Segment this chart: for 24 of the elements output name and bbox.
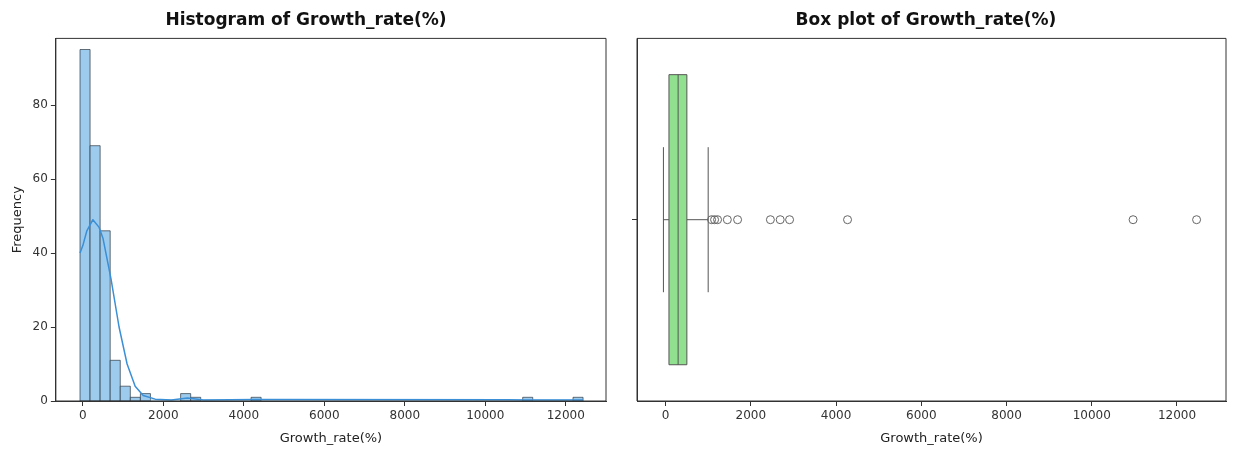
y-axis-title: Frequency <box>9 185 25 254</box>
x-tick-label: 4000 <box>820 408 852 423</box>
y-tick-label: 0 <box>40 393 48 408</box>
y-tick-label: 60 <box>32 171 48 186</box>
y-tick-label: 40 <box>32 245 48 260</box>
chart-title: Histogram of Growth_rate(%) <box>165 8 447 29</box>
x-tick-label: 2000 <box>148 408 179 423</box>
x-tick-label: 4000 <box>228 408 260 423</box>
x-tick-label: 6000 <box>906 408 937 423</box>
x-axis-title: Growth_rate(%) <box>880 429 983 445</box>
x-tick-label: 8000 <box>389 408 421 423</box>
y-tick-label: 80 <box>32 97 48 112</box>
x-tick-label: 10000 <box>466 408 505 423</box>
y-tick-label: 20 <box>32 319 48 334</box>
x-tick-label: 12000 <box>1157 408 1197 423</box>
x-tick-label: 0 <box>79 408 87 423</box>
x-tick-label: 12000 <box>546 408 585 423</box>
chart-title: Box plot of Growth_rate(%) <box>795 8 1057 29</box>
x-tick-label: 8000 <box>991 408 1022 423</box>
x-tick-label: 0 <box>661 408 670 423</box>
x-tick-label: 10000 <box>1072 408 1111 423</box>
x-tick-label: 2000 <box>735 408 767 423</box>
x-axis-title: Growth_rate(%) <box>279 429 383 445</box>
x-tick-label: 6000 <box>309 408 340 423</box>
